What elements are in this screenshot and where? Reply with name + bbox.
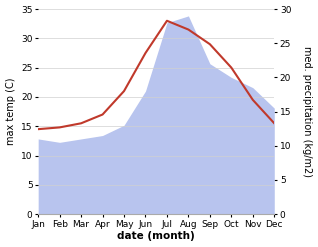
Y-axis label: max temp (C): max temp (C) xyxy=(5,78,16,145)
X-axis label: date (month): date (month) xyxy=(117,231,195,242)
Y-axis label: med. precipitation (kg/m2): med. precipitation (kg/m2) xyxy=(302,46,313,177)
